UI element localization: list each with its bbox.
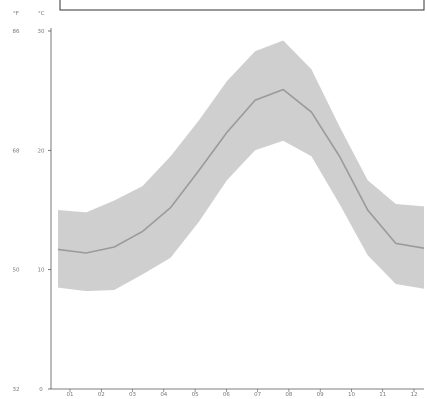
x-tick-label: 01 (67, 392, 74, 398)
x-tick-label: 11 (379, 392, 386, 398)
y-tick-label-c: 20 (38, 148, 45, 154)
title-box (60, 0, 424, 10)
y-tick-label-c: 0 (39, 387, 43, 393)
x-tick-label: 09 (317, 392, 324, 398)
x-tick-label: 08 (285, 392, 292, 398)
x-tick-label: 05 (192, 392, 199, 398)
x-tick-label: 06 (223, 392, 230, 398)
y-tick-label-c: 10 (38, 268, 45, 274)
y-tick-label-f: 86 (13, 29, 20, 35)
x-tick-label: 03 (129, 392, 136, 398)
y-tick-label-f: 32 (13, 387, 20, 393)
unit-left-label: °F (13, 11, 19, 17)
y-tick-label-f: 68 (13, 148, 20, 154)
unit-right-label: °C (38, 11, 45, 17)
x-tick-label: 12 (411, 392, 418, 398)
y-tick-label-f: 50 (13, 268, 20, 274)
y-tick-label-c: 30 (38, 29, 45, 35)
x-tick-label: 04 (160, 392, 167, 398)
x-tick-label: 07 (254, 392, 261, 398)
x-tick-label: 02 (98, 392, 105, 398)
plot-area: 86 30 68 20 50 10 32 0 01 02 03 04 05 06 07 08 09 10 11 12 (13, 28, 425, 398)
x-tick-label: 10 (348, 392, 355, 398)
temperature-range-band (58, 41, 424, 292)
